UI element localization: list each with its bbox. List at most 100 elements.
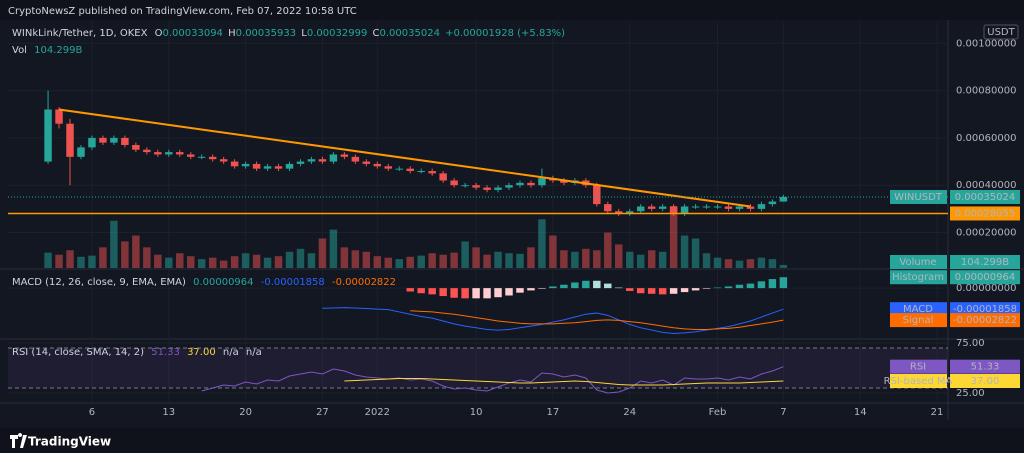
volume-label-name: Volume [899, 257, 936, 268]
candle-body [691, 206, 700, 208]
rsi-label-name: RSI [910, 362, 926, 373]
signal-label-box [950, 313, 1020, 328]
histogram-bar [625, 288, 634, 291]
x-tick-label: 6 [89, 407, 95, 418]
currency-box [983, 24, 1019, 40]
x-tick-label: Feb [709, 407, 727, 418]
candle-body [165, 152, 173, 155]
macd-label-value: -0.00001858 [953, 304, 1017, 315]
histogram-label-name: Histogram [892, 272, 944, 283]
candle-body [274, 166, 283, 169]
legend-value: -0.00002822 [332, 277, 396, 288]
volume-bar [219, 260, 228, 268]
volume-bar [582, 248, 590, 268]
volume-bar [571, 251, 579, 268]
legend-value: 51.33 [151, 347, 180, 358]
histogram-bar [636, 288, 645, 294]
legend-value: 0.00032999 [307, 28, 367, 39]
x-tick-label: 14 [854, 407, 867, 418]
candle-body [724, 206, 733, 209]
symbol-legend: WINkLink/Tether, 1D, OKEX O0.00033094 H0… [12, 28, 565, 39]
candle-body [362, 161, 371, 164]
volume-bar [395, 259, 403, 268]
volume-bar [285, 251, 294, 268]
rsi-band [8, 348, 948, 388]
candle-body [779, 196, 788, 202]
histogram-bar [779, 277, 788, 289]
x-tick-label: 7 [780, 407, 786, 418]
candle-body [538, 178, 546, 186]
candle-body [417, 171, 425, 173]
candle-body [143, 149, 151, 153]
volume-bar [252, 254, 261, 268]
volume-bar [735, 260, 744, 268]
legend-value: 0.00033094 [162, 28, 222, 39]
indicator-title: MACD (12, 26, close, 9, EMA, EMA) [12, 277, 186, 288]
volume-bar [88, 255, 96, 268]
candle-body [439, 173, 447, 181]
candle-body [604, 204, 612, 212]
volume-label-box [950, 255, 1020, 269]
last-price-box [950, 189, 1020, 204]
y-tick-label: 0.00040000 [956, 180, 1016, 191]
last-price-name-box [890, 189, 947, 204]
volume-bar [702, 253, 711, 268]
candle-body [428, 171, 436, 174]
logo-text: TradingView [28, 435, 111, 449]
histogram-bar [713, 287, 722, 289]
y-tick-label: 0.00000000 [956, 283, 1016, 294]
volume-bar [362, 251, 371, 268]
volume-bar [241, 253, 250, 268]
volume-bar [110, 220, 118, 268]
candle-body [132, 145, 140, 150]
legend-value: -0.00001858 [261, 277, 325, 288]
legend-value: 104.299B [34, 45, 82, 56]
volume-bar [779, 264, 788, 268]
publisher: CryptoNewsZ published on TradingView.com… [8, 6, 357, 17]
candle-body [472, 185, 480, 188]
volume-bar [296, 248, 305, 268]
volume-legend: Vol 104.299B [12, 45, 83, 56]
candle-body [55, 109, 63, 124]
histogram-bar [516, 288, 524, 293]
histogram-bar [571, 282, 579, 289]
signal-label-name-box [890, 313, 947, 328]
candle-body [636, 206, 645, 212]
volume-bar [373, 256, 382, 268]
candle-body [625, 211, 634, 214]
legend-key: Vol [12, 45, 27, 56]
candle-body [219, 159, 228, 162]
histogram-bar [560, 284, 568, 289]
indicator-line [344, 378, 784, 386]
x-tick-label: 21 [931, 407, 944, 418]
volume-bar [472, 247, 480, 268]
volume-bar [77, 256, 85, 268]
volume-bar [615, 244, 623, 268]
candle-body [44, 109, 52, 162]
candle-body [647, 206, 656, 209]
volume-bar [680, 235, 689, 268]
histogram-bar [724, 286, 733, 289]
histogram-bar [582, 280, 590, 289]
volume-bar [560, 250, 568, 268]
y-tick-label: 25.00 [956, 388, 985, 399]
top-bar [0, 0, 1024, 20]
volume-bar [483, 254, 491, 268]
x-tick-label: 2022 [365, 407, 390, 418]
candle-body [88, 137, 96, 148]
candle-body [351, 156, 360, 162]
volume-bar [66, 250, 74, 268]
candle-body [197, 156, 206, 158]
candle-body [702, 206, 711, 208]
histogram-bar [483, 288, 491, 299]
legend-value: 0.00035933 [236, 28, 296, 39]
candle-body [307, 159, 316, 162]
legend-key: L [301, 28, 307, 39]
volume-bar [538, 219, 546, 268]
volume-bar [527, 247, 535, 268]
indicator-line [322, 307, 784, 334]
histogram-bar [680, 288, 689, 293]
candle-body [121, 137, 129, 145]
logo-icon [10, 433, 27, 448]
